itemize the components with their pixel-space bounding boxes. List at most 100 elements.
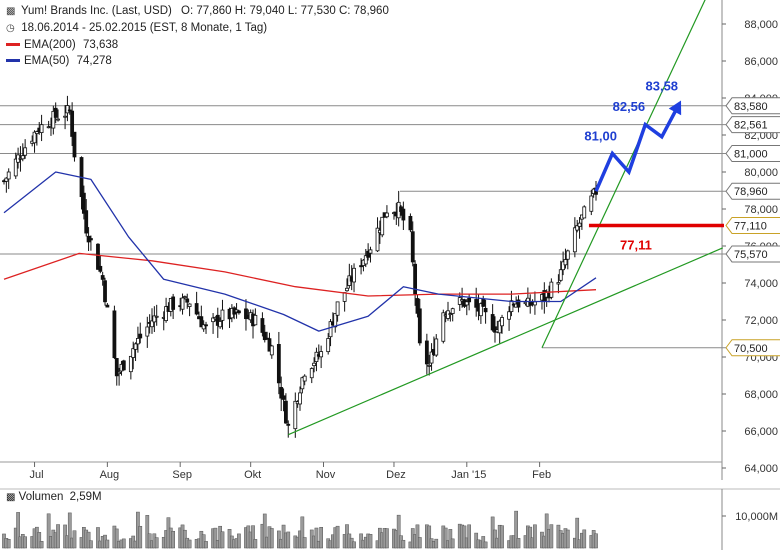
level-tag: 81,000 — [725, 145, 780, 162]
candle — [302, 374, 307, 386]
candle-body — [441, 312, 446, 342]
level-tag-label: 78,960 — [734, 186, 768, 198]
candle-body — [434, 338, 439, 356]
candle — [128, 355, 133, 380]
candle-body — [366, 250, 371, 258]
candle — [67, 105, 72, 115]
volume-bar — [415, 524, 420, 549]
candle — [312, 357, 316, 373]
candle-body — [218, 321, 223, 328]
y-tick-label: 86,000 — [744, 56, 778, 68]
candle-body — [415, 298, 420, 314]
volume-bar — [516, 538, 521, 549]
candle — [516, 295, 521, 313]
candle — [352, 263, 356, 293]
volume-bar — [96, 527, 100, 549]
candle — [136, 326, 140, 353]
candle — [34, 130, 39, 146]
candle — [314, 347, 319, 372]
candle-body — [368, 249, 373, 254]
candle — [279, 376, 284, 412]
candle — [385, 205, 389, 219]
volume-bar — [533, 524, 537, 549]
candle-body — [561, 261, 566, 271]
ema50-line — [3, 171, 597, 332]
candle-body — [152, 315, 157, 323]
volume-bar — [56, 524, 60, 549]
candle-body — [138, 333, 143, 339]
candle — [201, 320, 206, 332]
candle-body — [145, 326, 150, 337]
candle-body — [302, 375, 307, 382]
candle-body — [89, 238, 93, 241]
volume-bar — [67, 512, 72, 549]
candle — [154, 304, 159, 326]
candle-body — [359, 265, 363, 268]
candle — [410, 221, 415, 267]
candle — [131, 341, 136, 370]
level-tag-box — [725, 245, 780, 263]
price-tag-box — [725, 216, 780, 234]
candle — [262, 324, 267, 343]
candle-body — [319, 351, 324, 358]
candle — [333, 313, 338, 333]
level-tag-label: 81,000 — [734, 149, 768, 161]
projection-label: 81,00 — [584, 129, 617, 144]
volume-legend: ▩ Volumen 2,59M — [6, 491, 102, 503]
y-tick-label: 72,000 — [744, 315, 778, 327]
volume-bar — [105, 539, 110, 549]
ema50-value: 74,278 — [76, 55, 112, 67]
candle — [319, 345, 324, 369]
candle — [474, 287, 479, 317]
y-tick-label: 68,000 — [744, 389, 778, 401]
candle-body — [182, 296, 187, 298]
volume-bars — [2, 510, 598, 549]
candle-body — [114, 358, 119, 377]
candle-body — [481, 298, 486, 307]
volume-bar — [220, 531, 225, 549]
candle-body — [171, 296, 176, 310]
ema50-label: EMA(50) — [24, 55, 70, 67]
candle-body — [467, 297, 472, 303]
volume-bar — [443, 527, 448, 549]
candle — [342, 292, 347, 312]
volume-bar — [368, 534, 373, 549]
candle-body — [98, 265, 103, 272]
candle-body — [565, 250, 570, 260]
candle — [84, 199, 89, 237]
projection-arrowhead — [668, 100, 682, 116]
volume-bar — [565, 529, 570, 549]
candle — [446, 301, 450, 321]
volume-bar — [145, 515, 150, 549]
candle — [211, 313, 215, 334]
volume-bar — [16, 512, 20, 549]
candle — [549, 278, 554, 300]
candle-body — [154, 315, 159, 318]
candle — [368, 246, 373, 263]
candle-body — [117, 371, 122, 375]
candle-body — [105, 304, 110, 308]
candle-body — [385, 212, 389, 218]
candle-body — [133, 343, 138, 350]
candle-body — [23, 147, 28, 156]
candle-body — [516, 299, 521, 308]
candle — [6, 168, 11, 190]
candle — [39, 114, 44, 142]
support-label: 77,11 — [620, 237, 652, 252]
candle — [380, 216, 385, 238]
candle-body — [67, 109, 72, 112]
candle — [269, 344, 274, 359]
candle-body — [448, 313, 453, 316]
y-tick-label: 66,000 — [744, 426, 778, 438]
candle — [401, 201, 406, 231]
volume-bar — [401, 539, 406, 549]
volume-bar — [385, 528, 389, 549]
candle-body — [293, 400, 298, 430]
candle-body — [352, 267, 356, 283]
candle — [81, 185, 86, 220]
y-tick-label: 88,000 — [744, 19, 778, 31]
candle-body — [490, 314, 495, 331]
volume-bar — [89, 540, 93, 549]
volume-bar — [121, 538, 126, 549]
candle — [112, 305, 117, 360]
